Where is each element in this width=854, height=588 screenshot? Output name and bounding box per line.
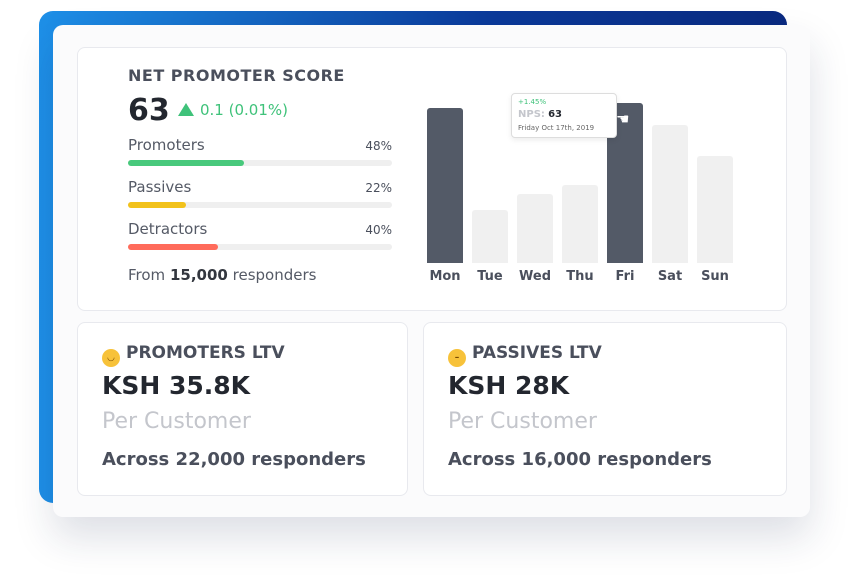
nps-delta: 0.1 (0.01%) xyxy=(178,101,288,119)
tooltip-value: 63 xyxy=(548,109,563,120)
chart-tooltip: +1.45% NPS: 63 Friday Oct 17th, 2019 xyxy=(511,93,617,138)
promoters-row: Promoters 48% xyxy=(128,136,392,166)
from-count: 15,000 xyxy=(169,266,228,284)
bar-tue[interactable] xyxy=(472,210,508,263)
card-across: Across 16,000 responders xyxy=(448,449,712,470)
progress-fill xyxy=(128,160,245,166)
row-pct: 22% xyxy=(365,181,392,195)
progress-fill xyxy=(128,202,187,208)
card-value: KSH 35.8K xyxy=(102,371,251,400)
card-title: PASSIVES LTV xyxy=(472,343,602,363)
card-title: PROMOTERS LTV xyxy=(126,343,285,363)
passives-row: Passives 22% xyxy=(128,178,392,208)
day-label: Tue xyxy=(477,269,503,284)
bar-thu[interactable] xyxy=(562,184,598,263)
up-arrow-icon xyxy=(178,103,194,116)
day-label: Fri xyxy=(615,269,635,284)
from-suffix: responders xyxy=(232,266,317,284)
day-label: Thu xyxy=(566,269,594,284)
nps-title: NET PROMOTER SCORE xyxy=(128,66,345,85)
bar-sun[interactable] xyxy=(697,155,733,263)
progress-fill xyxy=(128,244,218,250)
row-label: Passives xyxy=(128,178,192,196)
card-value: KSH 28K xyxy=(448,371,570,400)
neutral-face-icon: – xyxy=(448,349,466,367)
row-label: Detractors xyxy=(128,220,208,238)
grinning-face-icon: ◡ xyxy=(102,349,120,367)
row-pct: 40% xyxy=(365,223,392,237)
bar-mon[interactable] xyxy=(427,107,463,263)
bar-sat[interactable] xyxy=(652,125,688,263)
day-label: Sun xyxy=(701,269,729,284)
row-pct: 48% xyxy=(365,139,392,153)
delta-value: 0.1 (0.01%) xyxy=(200,101,288,119)
progress-track xyxy=(128,244,392,250)
nps-panel: NET PROMOTER SCORE 63 0.1 (0.01%) Promot… xyxy=(77,47,787,311)
hand-pointer-icon: ☚ xyxy=(616,110,630,128)
day-label: Mon xyxy=(429,269,461,284)
from-prefix: From xyxy=(128,266,166,284)
bar-wed[interactable] xyxy=(517,194,553,263)
card-sub: Per Customer xyxy=(448,409,597,434)
progress-track xyxy=(128,202,392,208)
nps-score: 63 xyxy=(128,93,170,128)
responders-summary: From 15,000 responders xyxy=(128,266,316,284)
day-label: Wed xyxy=(519,269,551,284)
progress-track xyxy=(128,160,392,166)
tooltip-date: Friday Oct 17th, 2019 xyxy=(518,124,595,132)
promoters-ltv-card: ◡ PROMOTERS LTV KSH 35.8K Per Customer Ac… xyxy=(77,322,408,496)
card-sub: Per Customer xyxy=(102,409,251,434)
tooltip-label: NPS: xyxy=(518,109,545,120)
card-across: Across 22,000 responders xyxy=(102,449,366,470)
passives-ltv-card: – PASSIVES LTV KSH 28K Per Customer Acros… xyxy=(423,322,787,496)
detractors-row: Detractors 40% xyxy=(128,220,392,250)
day-label: Sat xyxy=(657,269,683,284)
tooltip-change: +1.45% xyxy=(518,98,547,106)
row-label: Promoters xyxy=(128,136,205,154)
